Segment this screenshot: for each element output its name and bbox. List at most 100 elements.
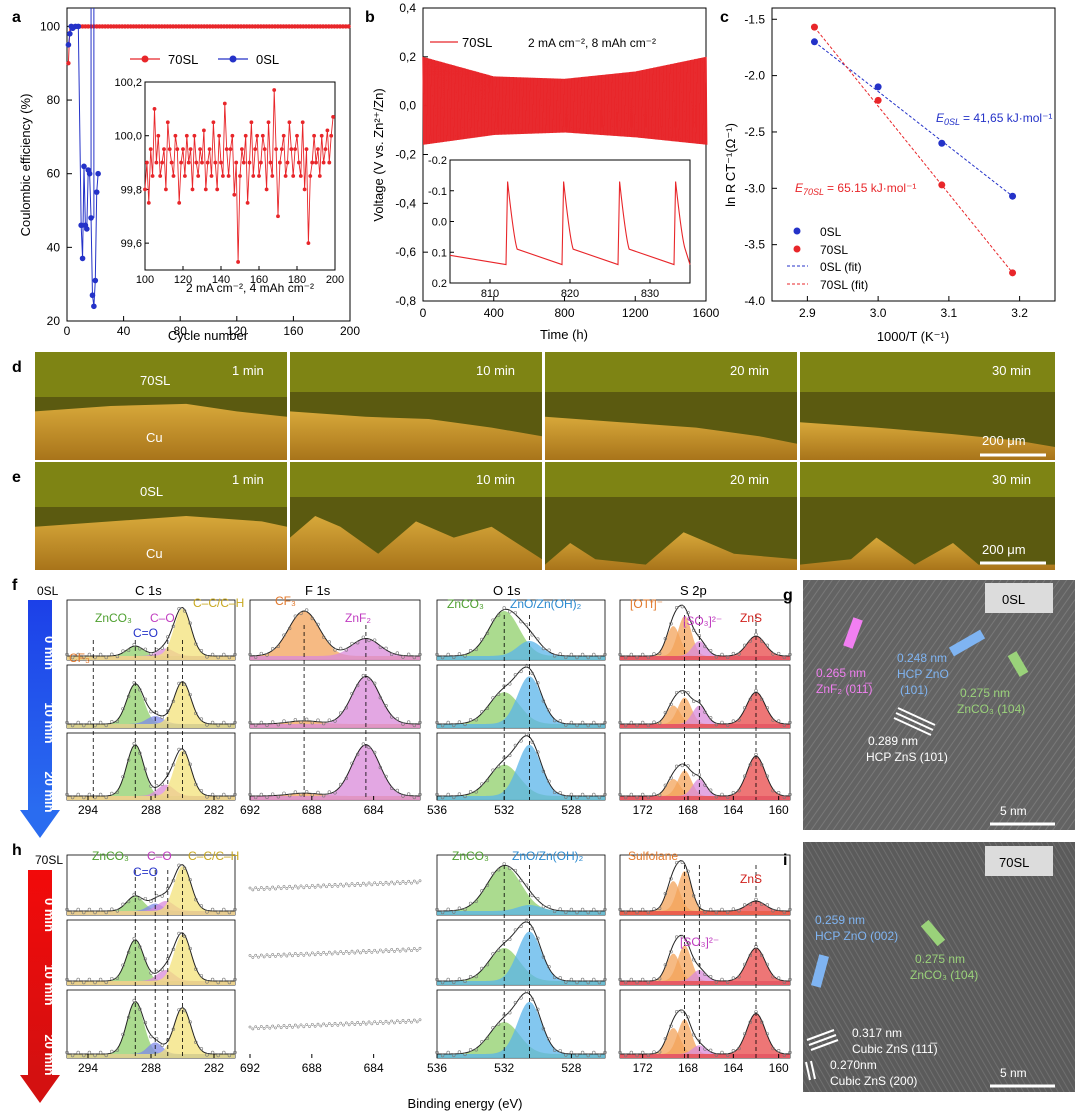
f-s2p-0-raw-point bbox=[629, 652, 634, 657]
h-f1s-raw-point bbox=[299, 884, 303, 888]
f-sample: 0SL bbox=[37, 584, 59, 598]
h-f1s-raw-point bbox=[356, 1021, 360, 1024]
h-c1s-1-raw-point bbox=[115, 976, 120, 980]
svg-text:20 min: 20 min bbox=[42, 1034, 57, 1075]
h-c1s-2-raw-point bbox=[199, 1047, 204, 1051]
f-s2p-2-raw-point bbox=[771, 788, 775, 793]
a-inset-point bbox=[285, 160, 290, 165]
f-c1s-1-raw-point bbox=[188, 692, 192, 697]
h-f1s-raw-point bbox=[336, 1023, 340, 1027]
h-c1s-2-raw-point bbox=[121, 1032, 125, 1037]
h-f1s-raw-point bbox=[398, 882, 402, 886]
h-f1s-raw-point bbox=[359, 1022, 362, 1026]
f-o1s-2-raw-point bbox=[452, 795, 456, 800]
f-s2p-2-raw-point bbox=[714, 795, 719, 799]
f-f1s-2-raw-point bbox=[350, 761, 354, 766]
i-label-5: Cubic ZnS (111̅) bbox=[852, 1042, 938, 1056]
f-o1s-0-raw-point bbox=[452, 655, 456, 660]
h-c1s-2-raw-point bbox=[93, 1053, 97, 1058]
h-s2p-1-raw-point bbox=[782, 980, 787, 984]
a-inset-point bbox=[274, 147, 278, 152]
h-xtick-label: 282 bbox=[204, 1061, 224, 1075]
f-f1s-2-raw-point bbox=[372, 750, 377, 755]
h-s2p-2-raw-point bbox=[686, 1015, 690, 1019]
panel-c-arrhenius: 2.9 3.0 3.1 3.2 -4.0 -3.5 -3.0 -2.5 -2.0 -1.5 100… bbox=[723, 7, 1056, 344]
f-c1s-0-raw-point bbox=[76, 652, 80, 657]
a-xtick-label: 40 bbox=[117, 324, 131, 338]
f-o1s-0-raw-point bbox=[435, 652, 439, 657]
panel-letter-i: i bbox=[783, 852, 787, 869]
f-c1s-1-raw-point bbox=[126, 694, 131, 699]
f-c1s-2-raw-point bbox=[222, 792, 226, 797]
h-c1s-1-raw-point bbox=[194, 967, 198, 971]
f-o1s-1-raw-point bbox=[536, 681, 540, 685]
a-inset-point bbox=[219, 160, 223, 165]
f-f1s-1-raw-point bbox=[299, 720, 303, 725]
f-s2p-2-raw-point bbox=[674, 764, 679, 769]
a-inset-point bbox=[321, 160, 326, 165]
c-ytick-label: -3.5 bbox=[744, 238, 765, 252]
f-s2p-0-raw-point bbox=[731, 651, 736, 656]
svg-text:10 min: 10 min bbox=[42, 964, 57, 1005]
h-f1s-raw-point bbox=[384, 948, 388, 952]
f-o1s-0-raw-point bbox=[457, 652, 462, 656]
f-s2p-2-raw-point bbox=[748, 762, 753, 767]
f-f1s-1-raw-point bbox=[253, 723, 258, 728]
h-f1s-raw-point bbox=[364, 1022, 368, 1026]
f-o1s-0-raw-point bbox=[496, 613, 501, 617]
f-o1s-1-raw-point bbox=[491, 696, 495, 700]
h-s2p-1-raw-point bbox=[680, 935, 685, 939]
f-c1s-0-component bbox=[67, 608, 235, 660]
f-c1s-0-raw-point bbox=[160, 646, 164, 650]
f-s2p-1-component bbox=[620, 705, 790, 728]
f-s2p-1-raw-point bbox=[657, 721, 662, 725]
h-f1s-raw-point bbox=[265, 953, 269, 957]
f-s2p-1-raw-point bbox=[771, 718, 775, 722]
h-c1s-0-raw-point bbox=[65, 907, 69, 912]
f-s2p-2-raw-point bbox=[646, 795, 651, 800]
h-f1s-raw-point bbox=[262, 888, 266, 891]
f-c-co: C–O bbox=[150, 611, 175, 625]
h-f1s-raw-point bbox=[254, 953, 258, 957]
h-s2p-2-raw-point bbox=[623, 1053, 628, 1058]
f-c1s-0-raw-point bbox=[132, 642, 136, 647]
h-o1s-1-raw-point bbox=[597, 980, 602, 985]
f-s2p-1-raw-point bbox=[635, 723, 639, 728]
i-label-4: 0.317 nm bbox=[852, 1026, 902, 1040]
h-s2p-0-raw-point bbox=[635, 910, 639, 915]
f-f1s-1-raw-point bbox=[304, 717, 309, 722]
f-f1s-0-raw-point bbox=[333, 648, 337, 652]
b-inset-xtick-label: 810 bbox=[481, 288, 499, 300]
h-c1s-1-component bbox=[67, 934, 235, 985]
h-f1s-raw-point bbox=[401, 947, 405, 951]
f-s2p-0-raw-point bbox=[680, 604, 685, 609]
h-o1s-0-raw-point bbox=[446, 907, 450, 912]
c-ytick-label: -3.0 bbox=[744, 181, 765, 195]
f-o1s-0-raw-point bbox=[530, 633, 534, 637]
f-title-o1s: O 1s bbox=[493, 583, 521, 598]
h-s2p-1-raw-point bbox=[742, 962, 747, 967]
f-c1s-2-raw-point bbox=[115, 790, 120, 794]
panel-letter-e: e bbox=[12, 469, 21, 486]
a-inset-point bbox=[302, 187, 307, 192]
h-f1s-raw-point bbox=[254, 886, 258, 890]
h-c1s-2-raw-point bbox=[65, 1050, 69, 1055]
f-o1s-0-raw-point bbox=[446, 652, 450, 657]
h-f1s-raw-point bbox=[361, 881, 365, 885]
a-inset-point bbox=[200, 160, 204, 165]
h-f1s-raw-point bbox=[302, 886, 306, 890]
h-f1s-raw-point bbox=[296, 954, 300, 957]
f-f1s-2-envelope bbox=[249, 744, 421, 797]
h-f1s-raw-point bbox=[393, 1021, 396, 1025]
a-inset-point bbox=[184, 133, 189, 138]
h-o1s-2-raw-point bbox=[468, 1048, 473, 1052]
f-c1s-0-raw-point bbox=[222, 652, 226, 657]
f-s2p-2-raw-point bbox=[776, 791, 781, 795]
f-f1s-2-raw-point bbox=[384, 774, 388, 779]
f-c1s-0-raw-point bbox=[205, 655, 209, 659]
a-inset-point bbox=[177, 200, 182, 205]
h-f1s-raw-point bbox=[274, 955, 277, 958]
a-inset-point bbox=[222, 101, 227, 106]
f-c1s-2-raw-point bbox=[199, 789, 204, 793]
h-f1s-raw-point bbox=[254, 1025, 258, 1029]
